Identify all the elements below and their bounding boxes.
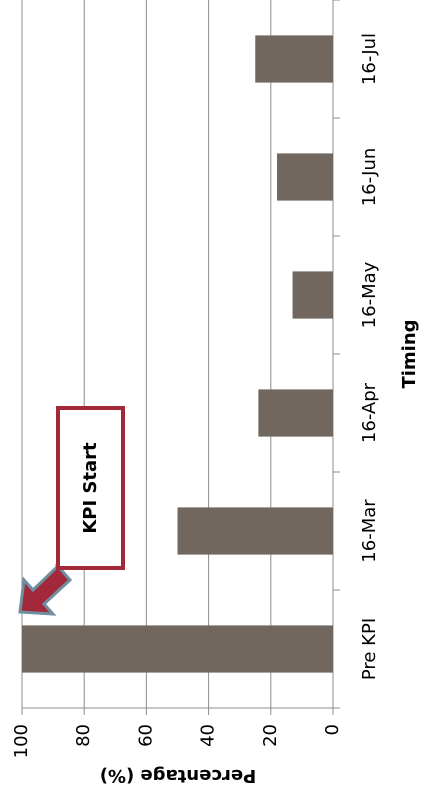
- y-tick-label: 40: [198, 724, 219, 747]
- x-axis-title: Timing: [399, 319, 420, 388]
- bar: [277, 153, 333, 201]
- bar: [258, 389, 333, 437]
- x-tick-label: 16-Jul: [359, 33, 380, 85]
- x-tick-label: 16-May: [359, 261, 380, 328]
- x-tick-label: 16-Apr: [359, 382, 380, 443]
- annotation-box: [56, 406, 125, 570]
- y-tick-label: 100: [11, 724, 32, 758]
- y-tick-label: 80: [73, 724, 94, 747]
- bar: [255, 35, 333, 83]
- bar: [22, 625, 333, 673]
- bar: [177, 507, 333, 555]
- x-tick-label: 16-Mar: [359, 499, 380, 563]
- annotation-text: KPI Start: [80, 442, 101, 534]
- y-tick-label: 60: [135, 724, 156, 747]
- y-axis-title: Percentage (%): [100, 765, 257, 786]
- bar: [292, 271, 334, 319]
- annotation: KPI Start: [18, 406, 125, 616]
- annotation-arrow: [18, 562, 73, 616]
- x-tick-label: Pre KPI: [359, 618, 380, 680]
- y-tick-label: 0: [322, 724, 343, 735]
- x-tick-label: 16-Jun: [359, 148, 380, 207]
- y-tick-label: 20: [260, 724, 281, 747]
